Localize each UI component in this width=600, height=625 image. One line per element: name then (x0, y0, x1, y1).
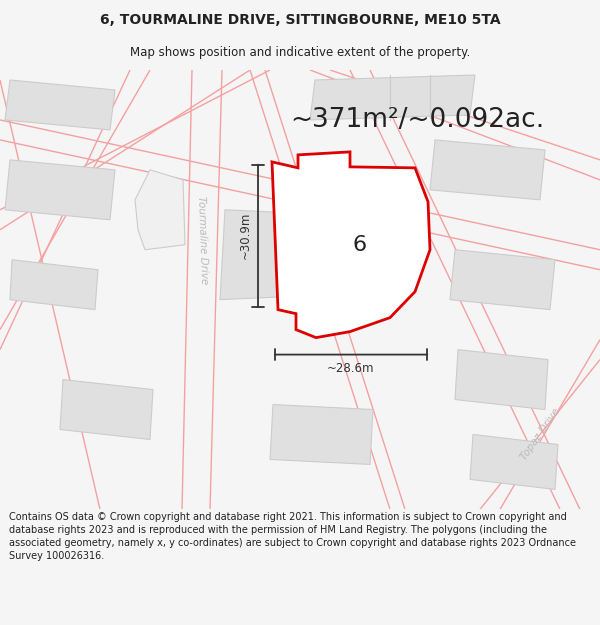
Polygon shape (270, 404, 373, 464)
Text: ~28.6m: ~28.6m (327, 362, 375, 375)
Polygon shape (470, 434, 558, 489)
Polygon shape (135, 170, 185, 250)
Text: Tourmaline Drive: Tourmaline Drive (196, 196, 209, 284)
Text: Map shows position and indicative extent of the property.: Map shows position and indicative extent… (130, 46, 470, 59)
Polygon shape (220, 210, 335, 299)
Polygon shape (5, 80, 115, 130)
Polygon shape (450, 250, 555, 309)
Polygon shape (60, 379, 153, 439)
Polygon shape (5, 160, 115, 220)
Text: 6: 6 (353, 235, 367, 255)
Polygon shape (10, 260, 98, 309)
Polygon shape (455, 349, 548, 409)
Text: ~30.9m: ~30.9m (239, 212, 251, 259)
Text: Topaz Drive: Topaz Drive (518, 407, 562, 462)
Polygon shape (272, 152, 430, 338)
Text: Contains OS data © Crown copyright and database right 2021. This information is : Contains OS data © Crown copyright and d… (9, 512, 576, 561)
Text: ~371m²/~0.092ac.: ~371m²/~0.092ac. (290, 107, 544, 133)
Text: 6, TOURMALINE DRIVE, SITTINGBOURNE, ME10 5TA: 6, TOURMALINE DRIVE, SITTINGBOURNE, ME10… (100, 12, 500, 27)
Polygon shape (430, 140, 545, 200)
Polygon shape (310, 75, 475, 120)
